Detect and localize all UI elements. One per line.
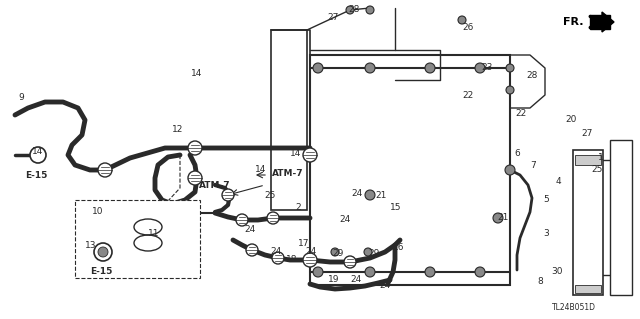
Text: 15: 15 — [390, 203, 401, 211]
Text: 10: 10 — [92, 207, 104, 217]
Circle shape — [313, 267, 323, 277]
Circle shape — [506, 86, 514, 94]
Text: 24: 24 — [244, 226, 255, 234]
Text: E-15: E-15 — [25, 170, 47, 180]
Circle shape — [425, 267, 435, 277]
Text: 25: 25 — [264, 190, 275, 199]
Text: 24: 24 — [350, 276, 361, 285]
Text: 27: 27 — [581, 129, 593, 137]
Circle shape — [98, 163, 112, 177]
Bar — [575, 155, 601, 165]
Circle shape — [365, 63, 375, 73]
Text: 7: 7 — [530, 160, 536, 169]
Circle shape — [425, 63, 435, 73]
Circle shape — [30, 147, 46, 163]
Text: 14: 14 — [255, 165, 266, 174]
Text: 24: 24 — [305, 248, 316, 256]
Circle shape — [365, 267, 375, 277]
Circle shape — [267, 212, 279, 224]
Circle shape — [364, 248, 372, 256]
Text: 27: 27 — [327, 13, 339, 23]
Text: 20: 20 — [565, 115, 577, 124]
Text: 12: 12 — [172, 125, 184, 135]
Text: 29: 29 — [368, 249, 380, 257]
Circle shape — [475, 267, 485, 277]
Text: 21: 21 — [375, 190, 387, 199]
Circle shape — [188, 171, 202, 185]
Text: 24: 24 — [379, 281, 390, 291]
Text: 8: 8 — [537, 278, 543, 286]
Bar — [75, 200, 200, 278]
Circle shape — [475, 63, 485, 73]
Text: 19: 19 — [328, 276, 339, 285]
Text: 21: 21 — [497, 213, 508, 222]
Polygon shape — [590, 15, 610, 29]
Text: 30: 30 — [551, 266, 563, 276]
Text: 1: 1 — [598, 153, 604, 162]
Text: 9: 9 — [18, 93, 24, 101]
Text: 25: 25 — [591, 166, 602, 174]
Circle shape — [272, 252, 284, 264]
Text: 5: 5 — [543, 196, 548, 204]
Circle shape — [346, 6, 354, 14]
Circle shape — [222, 189, 234, 201]
Circle shape — [505, 165, 515, 175]
Bar — [271, 30, 307, 210]
Circle shape — [458, 16, 466, 24]
Text: 6: 6 — [514, 149, 520, 158]
Text: 11: 11 — [148, 228, 159, 238]
Circle shape — [98, 247, 108, 257]
Circle shape — [94, 243, 112, 261]
Text: 4: 4 — [556, 176, 562, 186]
Text: ATM-7: ATM-7 — [199, 181, 230, 189]
Circle shape — [303, 148, 317, 162]
Circle shape — [365, 190, 375, 200]
Text: 29: 29 — [332, 249, 344, 257]
Text: ATM-7: ATM-7 — [272, 169, 303, 179]
Text: 24: 24 — [270, 248, 281, 256]
Circle shape — [331, 248, 339, 256]
Circle shape — [303, 253, 317, 267]
Bar — [610, 140, 632, 295]
Text: 26: 26 — [462, 23, 474, 32]
Text: 13: 13 — [85, 241, 97, 249]
Text: 2: 2 — [295, 204, 301, 212]
Text: 16: 16 — [393, 243, 404, 253]
Text: 17: 17 — [298, 240, 310, 249]
Circle shape — [236, 214, 248, 226]
Circle shape — [344, 256, 356, 268]
Text: 28: 28 — [348, 5, 360, 14]
Polygon shape — [602, 12, 614, 32]
Text: 24: 24 — [351, 189, 362, 197]
Circle shape — [246, 244, 258, 256]
Circle shape — [506, 64, 514, 72]
Text: 22: 22 — [515, 109, 526, 118]
Text: 28: 28 — [526, 70, 538, 79]
Text: FR.: FR. — [563, 17, 583, 27]
Text: 18: 18 — [286, 256, 298, 264]
Text: 14: 14 — [191, 70, 202, 78]
Bar — [310, 55, 510, 285]
Circle shape — [188, 141, 202, 155]
Text: 24: 24 — [339, 214, 350, 224]
Circle shape — [313, 63, 323, 73]
Bar — [573, 150, 603, 295]
Circle shape — [366, 6, 374, 14]
Circle shape — [493, 213, 503, 223]
Text: 22: 22 — [462, 92, 473, 100]
Text: E-15: E-15 — [90, 268, 112, 277]
Text: 14: 14 — [32, 147, 44, 157]
Text: 23: 23 — [481, 63, 492, 71]
Text: 14: 14 — [290, 150, 301, 159]
Text: 3: 3 — [543, 229, 548, 239]
Bar — [575, 285, 601, 293]
Text: TL24B051D: TL24B051D — [552, 303, 596, 313]
